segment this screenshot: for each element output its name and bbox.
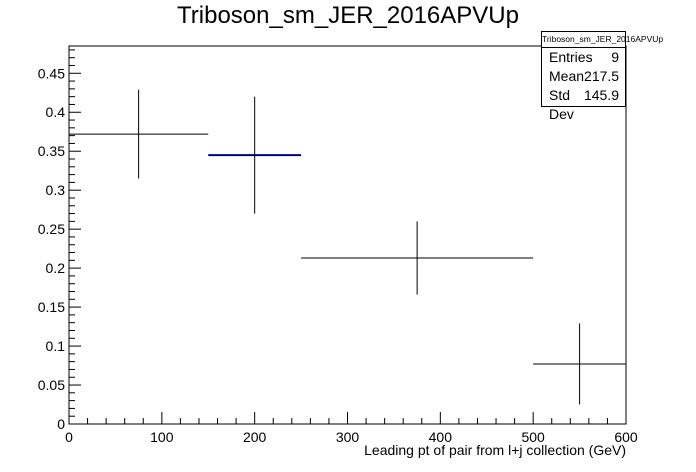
stats-title: Triboson_sm_JER_2016APVUp: [542, 32, 663, 48]
y-tick-label: 0.45: [38, 65, 65, 81]
stats-value: 217.5: [584, 68, 620, 84]
y-tick-label: 0: [57, 416, 65, 432]
x-tick-label: 100: [150, 429, 174, 445]
y-tick-label: 0.35: [38, 143, 65, 159]
stats-row-stddev: Std Dev 145.9: [542, 86, 625, 122]
x-tick-label: 300: [336, 429, 360, 445]
stats-label: Mean: [549, 68, 585, 84]
stats-row-mean: Mean 217.5: [542, 67, 625, 86]
stats-label: Std Dev: [549, 87, 574, 122]
x-tick-label: 400: [429, 429, 453, 445]
stats-label: Entries: [549, 49, 593, 65]
y-tick-label: 0.25: [38, 221, 65, 237]
stats-value: 9: [611, 49, 619, 65]
y-tick-label: 0.3: [46, 182, 66, 198]
stats-box: Triboson_sm_JER_2016APVUp Entries 9 Mean…: [541, 31, 663, 122]
y-tick-label: 0.1: [46, 338, 66, 354]
y-tick-label: 0.4: [46, 104, 66, 120]
x-tick-label: 200: [243, 429, 267, 445]
y-tick-label: 0.2: [46, 260, 66, 276]
x-tick-label: 600: [614, 429, 638, 445]
stats-row-entries: Entries 9: [542, 48, 625, 67]
stats-value: 145.9: [583, 87, 619, 103]
y-tick-label: 0.05: [38, 377, 65, 393]
x-axis-label: Leading pt of pair from l+j collection (…: [364, 442, 626, 458]
y-tick-label: 0.15: [38, 299, 65, 315]
x-tick-label: 0: [65, 429, 73, 445]
x-tick-label: 500: [521, 429, 545, 445]
chart-title: Triboson_sm_JER_2016APVUp: [177, 2, 519, 29]
